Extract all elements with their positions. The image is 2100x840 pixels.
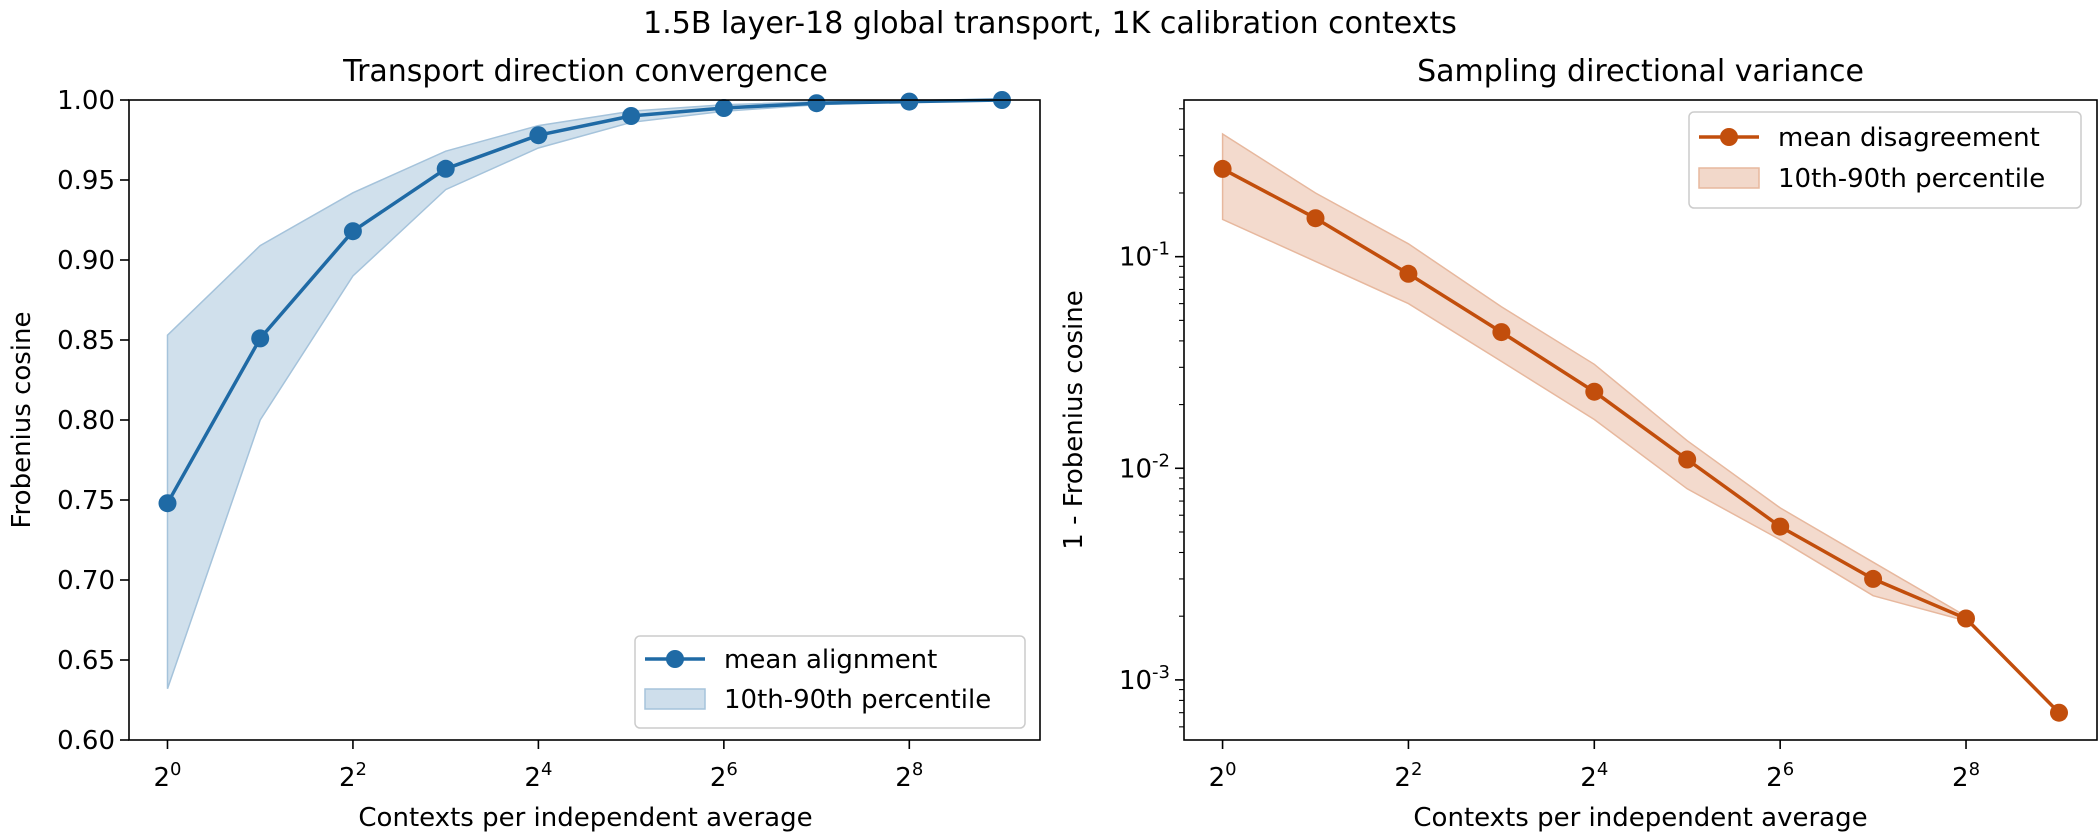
- right-legend: mean disagreement 10th-90th percentile: [1688, 111, 2082, 209]
- left-legend-label-mean: mean alignment: [724, 645, 937, 675]
- left-data-point-64: [714, 99, 733, 117]
- right-data-point-1: [1213, 159, 1232, 178]
- right-y-ticks: 10-3 10-2 10-1: [1119, 108, 1184, 728]
- right-data-point-128: [1864, 569, 1883, 588]
- left-x-ticks: 20 22 24 26 28: [153, 740, 923, 793]
- right-legend-box: [1688, 111, 2082, 209]
- left-percentile-band: [166, 99, 1003, 690]
- left-data-point-32: [622, 107, 641, 125]
- left-data-point-256: [900, 92, 919, 111]
- left-y-axis-label: Frobenius cosine: [7, 311, 37, 528]
- left-y-tick-label: 0.70: [57, 566, 115, 596]
- left-legend-box: [634, 635, 1026, 729]
- right-mean-points: [1213, 159, 2068, 722]
- left-chart-title: Transport direction convergence: [342, 54, 828, 89]
- right-x-axis-label: Contexts per independent average: [1413, 803, 1867, 833]
- right-y-tick-label: 10-3: [1119, 662, 1170, 696]
- left-mean-line: [165, 98, 1003, 505]
- right-data-point-32: [1678, 450, 1697, 469]
- right-data-point-512: [2050, 703, 2068, 722]
- right-x-ticks: 20 22 24 26 28: [1209, 740, 1980, 793]
- left-x-tick-label: 26: [710, 759, 738, 793]
- left-data-point-4: [343, 222, 362, 241]
- left-y-tick-label: 0.95: [57, 166, 115, 196]
- left-x-axis-label: Contexts per independent average: [358, 803, 812, 833]
- right-chart-title: Sampling directional variance: [1417, 54, 1864, 89]
- right-data-point-256: [1957, 609, 1975, 628]
- right-data-point-64: [1771, 517, 1790, 536]
- right-mean-polyline: [1221, 167, 2061, 714]
- left-legend: mean alignment 10th-90th percentile: [634, 635, 1026, 729]
- left-mean-points: [158, 91, 1011, 513]
- left-data-point-1: [158, 494, 177, 513]
- right-x-tick-label: 20: [1209, 759, 1237, 793]
- right-mean-line: [1221, 167, 2061, 714]
- left-data-point-8: [436, 159, 455, 178]
- left-data-point-2: [251, 329, 270, 348]
- right-data-point-4: [1399, 264, 1418, 283]
- left-legend-band-swatch: [644, 688, 706, 710]
- left-x-tick-label: 24: [524, 759, 552, 793]
- left-y-tick-label: 0.75: [57, 486, 115, 516]
- right-data-point-8: [1492, 323, 1511, 342]
- panel-sampling-directional-variance: Sampling directional variance Contexts p…: [1059, 54, 2098, 833]
- left-y-tick-label: 0.80: [57, 406, 115, 436]
- left-y-ticks: 0.60 0.65 0.70 0.75 0.80 0.85 0.90 0.95 1.00: [57, 86, 129, 756]
- right-legend-band-swatch: [1698, 167, 1760, 189]
- left-y-tick-label: 1.00: [57, 86, 115, 116]
- left-legend-line-swatch: [645, 650, 705, 668]
- right-x-tick-label: 26: [1766, 759, 1794, 793]
- left-y-tick-label: 0.90: [57, 246, 115, 276]
- right-legend-label-mean: mean disagreement: [1778, 123, 2040, 153]
- figure-suptitle: 1.5B layer-18 global transport, 1K calib…: [643, 6, 1457, 41]
- left-y-tick-label: 0.60: [57, 726, 115, 756]
- left-data-point-128: [807, 94, 826, 113]
- right-x-tick-label: 24: [1580, 759, 1608, 793]
- panel-transport-direction-convergence: Transport direction convergence Contexts…: [7, 54, 1041, 833]
- right-legend-label-band: 10th-90th percentile: [1778, 164, 2045, 194]
- left-y-tick-label: 0.65: [57, 646, 115, 676]
- right-plot-frame: [1183, 99, 2098, 741]
- right-x-tick-label: 22: [1394, 759, 1422, 793]
- right-y-tick-label: 10-1: [1119, 239, 1170, 273]
- right-x-tick-label: 28: [1952, 759, 1980, 793]
- left-mean-polyline: [165, 98, 1003, 505]
- right-data-point-2: [1306, 209, 1325, 228]
- left-percentile-band-area: [166, 99, 1003, 690]
- left-x-tick-label: 28: [895, 759, 923, 793]
- right-legend-line-swatch: [1699, 128, 1759, 146]
- left-data-point-16: [529, 126, 548, 145]
- right-y-tick-label: 10-2: [1119, 450, 1170, 484]
- right-data-point-16: [1585, 382, 1604, 401]
- left-x-tick-label: 22: [339, 759, 367, 793]
- left-x-tick-label: 20: [153, 759, 181, 793]
- left-y-tick-label: 0.85: [57, 326, 115, 356]
- left-legend-label-band: 10th-90th percentile: [724, 685, 991, 715]
- right-y-axis-label: 1 - Frobenius cosine: [1059, 290, 1089, 549]
